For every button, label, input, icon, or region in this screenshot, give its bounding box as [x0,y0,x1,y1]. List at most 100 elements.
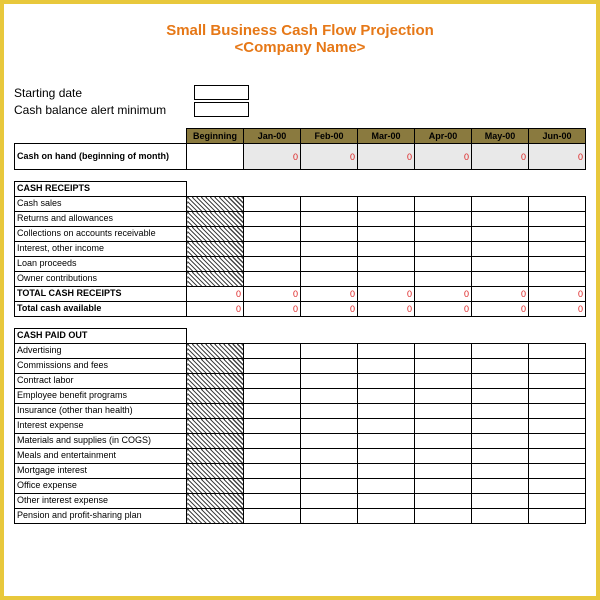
cell[interactable] [187,404,244,419]
cell[interactable] [472,227,529,242]
cell[interactable]: 0 [244,302,301,317]
cell[interactable] [529,272,586,287]
cell[interactable] [358,272,415,287]
cell[interactable] [244,494,301,509]
cell[interactable] [415,434,472,449]
cell[interactable] [529,374,586,389]
cell[interactable] [187,434,244,449]
cell[interactable]: 0 [415,144,472,170]
cell[interactable] [358,479,415,494]
cell[interactable]: 0 [358,144,415,170]
cell[interactable] [244,272,301,287]
cell[interactable] [358,404,415,419]
cell[interactable] [415,389,472,404]
cell[interactable] [358,509,415,524]
cell[interactable] [529,389,586,404]
cell[interactable] [244,197,301,212]
cell[interactable] [358,212,415,227]
cell[interactable] [301,464,358,479]
cell[interactable] [187,227,244,242]
cell[interactable] [472,389,529,404]
cell[interactable] [301,449,358,464]
cell[interactable] [529,212,586,227]
cell[interactable] [301,404,358,419]
cell[interactable] [301,227,358,242]
cell[interactable] [244,419,301,434]
cell[interactable] [529,434,586,449]
cell[interactable]: 0 [472,144,529,170]
cell[interactable] [415,257,472,272]
cell[interactable] [358,257,415,272]
cell[interactable]: 0 [301,302,358,317]
cell[interactable] [529,479,586,494]
cell[interactable] [301,419,358,434]
cell[interactable] [472,359,529,374]
cell[interactable]: 0 [529,287,586,302]
cell[interactable] [244,242,301,257]
cell[interactable]: 0 [358,302,415,317]
cell[interactable] [415,494,472,509]
cell[interactable] [244,374,301,389]
cell[interactable] [301,257,358,272]
cell[interactable] [244,212,301,227]
cell[interactable]: 0 [529,302,586,317]
cell[interactable] [244,464,301,479]
cell[interactable] [529,494,586,509]
cell[interactable] [301,272,358,287]
cell[interactable] [244,359,301,374]
cell[interactable] [472,344,529,359]
cell[interactable] [187,344,244,359]
cell[interactable] [415,242,472,257]
cell[interactable] [472,374,529,389]
cell[interactable]: 0 [187,287,244,302]
cell[interactable] [301,197,358,212]
cell[interactable] [472,509,529,524]
cell[interactable] [244,227,301,242]
cell[interactable] [244,509,301,524]
cell[interactable] [415,449,472,464]
cell[interactable]: 0 [358,287,415,302]
cell[interactable] [358,242,415,257]
cell[interactable] [529,419,586,434]
cell[interactable] [187,449,244,464]
cell[interactable] [529,404,586,419]
cell[interactable]: 0 [301,144,358,170]
cell[interactable] [415,404,472,419]
cell[interactable] [301,212,358,227]
cell[interactable] [187,509,244,524]
cell[interactable] [187,144,244,170]
cell[interactable] [472,434,529,449]
cell[interactable] [415,344,472,359]
cell[interactable] [415,197,472,212]
cell[interactable] [187,494,244,509]
cell[interactable] [187,479,244,494]
cell[interactable] [358,344,415,359]
cell[interactable]: 0 [244,287,301,302]
cell[interactable] [415,227,472,242]
cell[interactable] [529,449,586,464]
cell[interactable] [244,344,301,359]
cell[interactable] [358,227,415,242]
cell[interactable] [472,464,529,479]
cell[interactable] [358,389,415,404]
cell[interactable] [301,344,358,359]
cell[interactable] [358,419,415,434]
cell[interactable] [529,227,586,242]
cell[interactable] [358,359,415,374]
cell[interactable] [301,509,358,524]
cell[interactable]: 0 [529,144,586,170]
cell[interactable] [187,359,244,374]
cell[interactable] [244,404,301,419]
cell[interactable] [301,479,358,494]
cell[interactable] [472,494,529,509]
cell[interactable] [529,197,586,212]
cell[interactable] [415,509,472,524]
cell[interactable]: 0 [472,287,529,302]
cell[interactable] [358,449,415,464]
cell[interactable] [187,374,244,389]
cell[interactable] [358,494,415,509]
cell[interactable] [244,479,301,494]
cell[interactable] [358,374,415,389]
cell[interactable] [244,434,301,449]
cell[interactable] [301,494,358,509]
